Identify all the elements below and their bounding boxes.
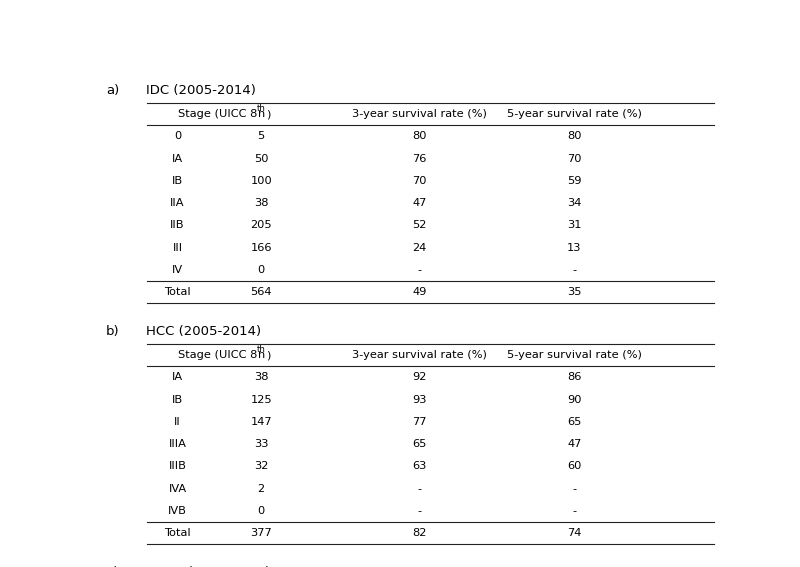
Text: IB: IB xyxy=(172,176,183,186)
Text: 100: 100 xyxy=(250,176,272,186)
Text: 0: 0 xyxy=(174,132,181,141)
Text: IA: IA xyxy=(172,373,183,382)
Text: 32: 32 xyxy=(254,462,268,471)
Text: 5-year survival rate (%): 5-year survival rate (%) xyxy=(507,109,642,119)
Text: 3-year survival rate (%): 3-year survival rate (%) xyxy=(352,109,486,119)
Text: IVB: IVB xyxy=(168,506,187,516)
Text: IA: IA xyxy=(172,154,183,164)
Text: th: th xyxy=(257,345,266,354)
Text: IIB: IIB xyxy=(170,221,185,230)
Text: HCC (2005-2014): HCC (2005-2014) xyxy=(146,325,262,338)
Text: 166: 166 xyxy=(250,243,272,253)
Text: 70: 70 xyxy=(567,154,582,164)
Text: 31: 31 xyxy=(567,221,582,230)
Text: 80: 80 xyxy=(567,132,582,141)
Text: II: II xyxy=(174,417,181,427)
Text: 92: 92 xyxy=(412,373,426,382)
Text: 47: 47 xyxy=(412,198,426,208)
Text: IIIA: IIIA xyxy=(169,439,186,449)
Text: 86: 86 xyxy=(567,373,582,382)
Text: -: - xyxy=(572,484,576,494)
Text: 65: 65 xyxy=(567,417,582,427)
Text: -: - xyxy=(418,506,422,516)
Text: -: - xyxy=(418,265,422,275)
Text: 82: 82 xyxy=(412,528,426,538)
Text: n: n xyxy=(258,109,265,119)
Text: IB: IB xyxy=(172,395,183,405)
Text: 93: 93 xyxy=(412,395,426,405)
Text: Total: Total xyxy=(164,528,191,538)
Text: 0: 0 xyxy=(258,506,265,516)
Text: 60: 60 xyxy=(567,462,582,471)
Text: 50: 50 xyxy=(254,154,269,164)
Text: n: n xyxy=(258,350,265,360)
Text: 77: 77 xyxy=(412,417,426,427)
Text: 377: 377 xyxy=(250,528,272,538)
Text: 49: 49 xyxy=(412,287,426,297)
Text: 125: 125 xyxy=(250,395,272,405)
Text: Total: Total xyxy=(164,287,191,297)
Text: IIA: IIA xyxy=(170,198,185,208)
Text: b): b) xyxy=(106,325,120,338)
Text: 34: 34 xyxy=(567,198,582,208)
Text: IV: IV xyxy=(172,265,183,275)
Text: 38: 38 xyxy=(254,373,269,382)
Text: 13: 13 xyxy=(567,243,582,253)
Text: 147: 147 xyxy=(250,417,272,427)
Text: III: III xyxy=(173,243,182,253)
Text: 70: 70 xyxy=(412,176,426,186)
Text: 80: 80 xyxy=(412,132,426,141)
Text: 47: 47 xyxy=(567,439,582,449)
Text: 0: 0 xyxy=(258,265,265,275)
Text: 3-year survival rate (%): 3-year survival rate (%) xyxy=(352,350,486,360)
Text: -: - xyxy=(572,506,576,516)
Text: -: - xyxy=(418,484,422,494)
Text: 5-year survival rate (%): 5-year survival rate (%) xyxy=(507,350,642,360)
Text: th: th xyxy=(257,104,266,113)
Text: 65: 65 xyxy=(412,439,426,449)
Text: 35: 35 xyxy=(567,287,582,297)
Text: 90: 90 xyxy=(567,395,582,405)
Text: 33: 33 xyxy=(254,439,269,449)
Text: IDC (2005-2014): IDC (2005-2014) xyxy=(146,84,256,98)
Text: Stage (UICC 8: Stage (UICC 8 xyxy=(178,109,257,119)
Text: 52: 52 xyxy=(412,221,426,230)
Text: IVA: IVA xyxy=(169,484,186,494)
Text: 59: 59 xyxy=(567,176,582,186)
Text: 2: 2 xyxy=(258,484,265,494)
Text: 564: 564 xyxy=(250,287,272,297)
Text: a): a) xyxy=(106,84,119,98)
Text: -: - xyxy=(572,265,576,275)
Text: 24: 24 xyxy=(412,243,426,253)
Text: 76: 76 xyxy=(412,154,426,164)
Text: 74: 74 xyxy=(567,528,582,538)
Text: ): ) xyxy=(266,109,270,119)
Text: 205: 205 xyxy=(250,221,272,230)
Text: 38: 38 xyxy=(254,198,269,208)
Text: Stage (UICC 8: Stage (UICC 8 xyxy=(178,350,257,360)
Text: 5: 5 xyxy=(258,132,265,141)
Text: 63: 63 xyxy=(412,462,426,471)
Text: ): ) xyxy=(266,350,270,360)
Text: IIIB: IIIB xyxy=(169,462,186,471)
